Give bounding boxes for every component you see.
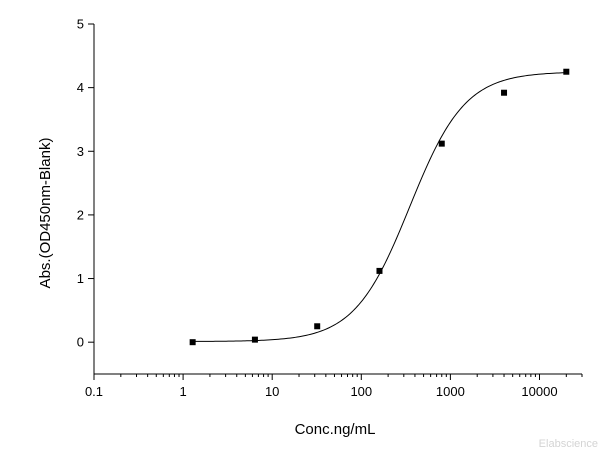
x-tick-label: 10 <box>265 384 279 399</box>
data-point <box>501 89 508 96</box>
y-tick-label: 4 <box>77 80 84 95</box>
data-point <box>189 339 196 346</box>
y-tick-label: 5 <box>77 17 84 32</box>
axes <box>93 24 582 375</box>
tick-marks <box>88 23 583 380</box>
x-tick-label: 10000 <box>521 384 557 399</box>
y-axis-title: Abs.(OD450nm-Blank) <box>37 138 54 289</box>
x-tick-label: 0.1 <box>85 384 103 399</box>
y-tick-label: 1 <box>77 271 84 286</box>
y-tick-label: 0 <box>77 335 84 350</box>
x-axis-title: Conc.ng/mL <box>295 421 376 438</box>
x-tick-label: 1 <box>179 384 186 399</box>
fit-curve-layer <box>192 72 567 342</box>
data-point <box>563 68 570 75</box>
data-points <box>189 68 570 346</box>
y-tick-label: 2 <box>77 207 84 222</box>
x-tick-label: 100 <box>350 384 372 399</box>
y-tick-label: 3 <box>77 144 84 159</box>
data-point <box>438 140 445 147</box>
data-point <box>314 323 321 330</box>
data-point <box>376 267 383 274</box>
fit-curve <box>192 72 567 342</box>
x-tick-label: 1000 <box>436 384 465 399</box>
watermark-text: Elabscience <box>539 438 598 450</box>
data-point <box>251 336 258 343</box>
tick-labels: 0.1 1 10 100 1000 10000 0 1 2 3 4 5 <box>77 17 558 400</box>
